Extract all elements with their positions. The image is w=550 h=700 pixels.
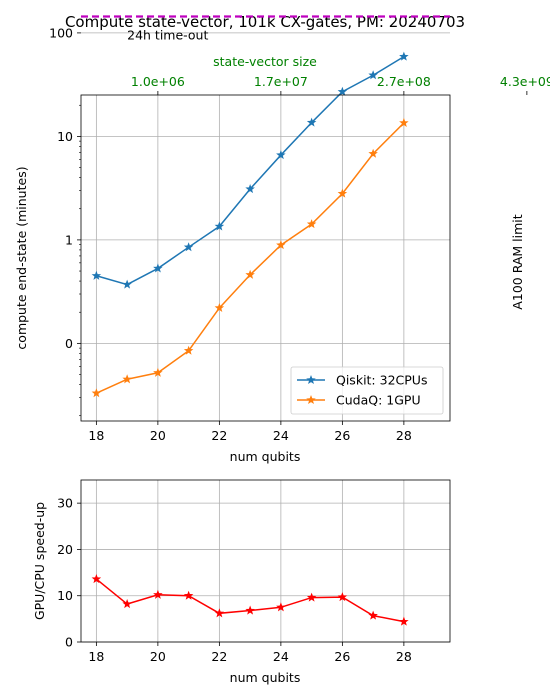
top-x-ticks: 18 20 22 24 26 28	[88, 421, 412, 443]
legend-box	[290, 366, 444, 415]
timeout-label: 24h time-out	[127, 28, 208, 43]
legend-marker-qiskit	[306, 375, 316, 385]
top-y-tick-label: 10	[57, 129, 73, 144]
data-point	[153, 263, 163, 273]
top-x-tick-label: 26	[334, 428, 350, 443]
data-point	[153, 589, 163, 599]
top-x-tick-label: 18	[88, 428, 104, 443]
data-point	[399, 616, 409, 626]
bottom-xlabel: num qubits	[230, 670, 301, 685]
top-x-tick-label: 22	[211, 428, 227, 443]
top-x-tick-label: 20	[150, 428, 166, 443]
data-point	[214, 221, 225, 231]
data-point	[245, 605, 255, 615]
data-point	[337, 188, 348, 198]
top-legend: Qiskit: 32CPUs CudaQ: 1GPU	[290, 366, 444, 415]
top-x-tick-label: 28	[396, 428, 412, 443]
a100-ram-limit-label: A100 RAM limit	[510, 214, 525, 309]
data-point	[183, 590, 194, 600]
top-secondary-tick-label: 2.7e+08	[377, 74, 431, 89]
data-point	[368, 610, 378, 620]
data-point	[122, 279, 132, 289]
top-xlabel: num qubits	[230, 449, 301, 464]
data-point	[183, 242, 194, 252]
legend-marker-cudaq	[306, 395, 316, 405]
top-secondary-tick-label: 4.3e+09	[500, 74, 550, 89]
speedup-line	[95, 578, 405, 623]
data-point	[306, 592, 317, 602]
top-grid	[81, 32, 450, 421]
series-line-1	[96, 122, 405, 394]
bottom-y-tick-label: 20	[57, 542, 73, 557]
bottom-x-tick-label: 22	[211, 649, 227, 664]
data-point	[245, 269, 255, 279]
legend-label-cudaq: CudaQ: 1GPU	[336, 393, 421, 408]
bottom-x-tick-label: 20	[150, 649, 166, 664]
top-y-tick-label: 100	[49, 25, 73, 40]
data-point	[91, 574, 102, 584]
data-point	[276, 240, 286, 250]
top-secondary-tick-label: 1.0e+06	[131, 74, 185, 89]
top-secondary-tick-label: 1.7e+07	[254, 74, 308, 89]
data-point	[399, 117, 409, 127]
data-point	[399, 51, 409, 61]
top-secondary-x-ticks: 1.0e+06 1.7e+07 2.7e+08 4.3e+09	[131, 74, 550, 95]
data-point	[214, 302, 225, 312]
data-point	[245, 184, 255, 194]
bottom-plot: 18 20 22 24 26 28 0 10 20 30 num qubits GPU/CPU …	[32, 479, 451, 685]
bottom-x-tick-label: 28	[396, 649, 412, 664]
top-secondary-xlabel: state-vector size	[213, 54, 317, 69]
bottom-x-tick-label: 18	[88, 649, 104, 664]
bottom-y-tick-label: 10	[57, 588, 73, 603]
data-point	[306, 117, 317, 127]
data-point	[368, 148, 378, 158]
data-point	[368, 70, 378, 80]
data-point	[276, 602, 286, 612]
data-point	[214, 608, 225, 618]
top-series	[91, 51, 409, 398]
data-point	[91, 388, 102, 398]
top-ylabel: compute end-state (minutes)	[14, 166, 29, 349]
data-point	[153, 367, 163, 377]
bottom-axes-frame	[80, 479, 451, 643]
bottom-x-ticks: 18 20 22 24 26 28	[88, 642, 412, 664]
bottom-y-tick-label: 0	[65, 635, 73, 650]
data-point	[91, 270, 102, 280]
timeout-line-group: 24h time-out	[81, 15, 450, 43]
bottom-x-tick-label: 24	[273, 649, 289, 664]
bottom-series	[91, 574, 409, 626]
data-point	[306, 219, 317, 229]
data-point	[276, 150, 286, 160]
data-point	[183, 345, 194, 355]
bottom-grid	[81, 480, 450, 643]
top-x-tick-label: 24	[273, 428, 289, 443]
data-point	[122, 599, 132, 609]
bottom-y-ticks: 0 10 20 30	[57, 496, 81, 650]
bottom-x-tick-label: 26	[334, 649, 350, 664]
top-y-tick-label: 0	[65, 336, 73, 351]
top-axes-frame	[80, 94, 451, 422]
legend-label-qiskit: Qiskit: 32CPUs	[336, 373, 427, 388]
bottom-ylabel: GPU/CPU speed-up	[32, 502, 47, 620]
data-point	[337, 592, 348, 602]
bottom-y-tick-label: 30	[57, 496, 73, 511]
top-y-tick-label: 1	[65, 232, 73, 247]
series-line-0	[96, 55, 405, 286]
data-point	[122, 374, 132, 384]
data-point	[337, 86, 348, 96]
top-y-ticks: 01101001000	[49, 25, 81, 417]
